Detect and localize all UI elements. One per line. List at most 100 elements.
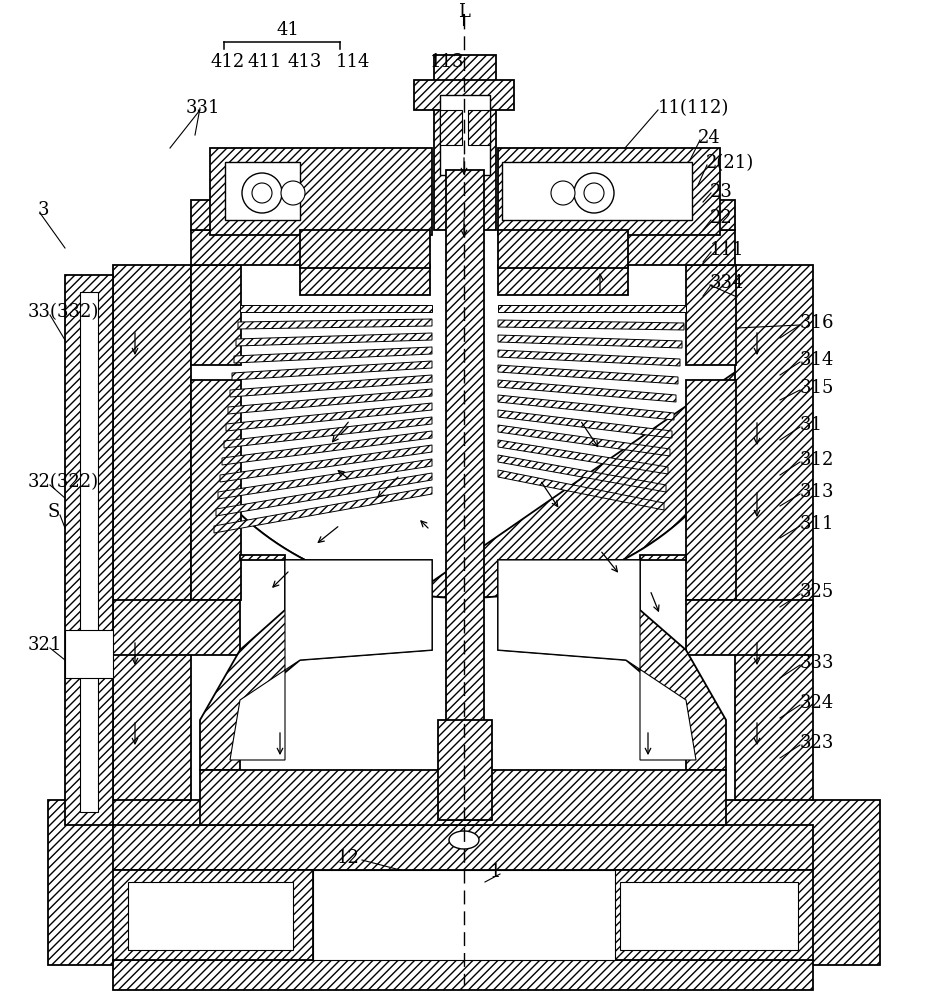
Text: 1: 1 — [489, 863, 502, 881]
Polygon shape — [498, 425, 669, 456]
Text: 412: 412 — [210, 53, 245, 71]
Circle shape — [574, 173, 614, 213]
Text: 23: 23 — [709, 183, 732, 201]
Ellipse shape — [449, 831, 478, 849]
Text: 114: 114 — [336, 53, 370, 71]
Text: 312: 312 — [799, 451, 833, 469]
Polygon shape — [200, 555, 432, 770]
Circle shape — [281, 181, 305, 205]
Polygon shape — [234, 347, 432, 363]
Polygon shape — [223, 417, 432, 448]
Polygon shape — [191, 265, 241, 365]
Polygon shape — [228, 389, 432, 414]
Polygon shape — [65, 630, 113, 678]
Polygon shape — [498, 395, 673, 420]
Polygon shape — [613, 230, 734, 265]
Text: 315: 315 — [799, 379, 833, 397]
Polygon shape — [230, 375, 432, 397]
Polygon shape — [446, 170, 484, 820]
Polygon shape — [191, 380, 241, 600]
Polygon shape — [498, 350, 679, 366]
Polygon shape — [613, 200, 734, 230]
Polygon shape — [498, 148, 719, 235]
Polygon shape — [439, 110, 462, 145]
Polygon shape — [128, 882, 293, 950]
Text: 314: 314 — [799, 351, 833, 369]
Polygon shape — [498, 560, 695, 760]
Text: 321: 321 — [28, 636, 62, 654]
Text: 413: 413 — [287, 53, 322, 71]
Text: 334: 334 — [709, 274, 743, 292]
Polygon shape — [65, 275, 113, 825]
Polygon shape — [685, 265, 735, 365]
Text: 311: 311 — [799, 515, 833, 533]
Polygon shape — [226, 403, 432, 431]
Text: 32(322): 32(322) — [28, 473, 99, 491]
Text: 24: 24 — [697, 129, 720, 147]
Text: 325: 325 — [799, 583, 833, 601]
Polygon shape — [224, 162, 299, 220]
Polygon shape — [502, 162, 692, 220]
Text: L: L — [458, 3, 469, 21]
Text: 41: 41 — [276, 21, 299, 39]
Text: S: S — [48, 503, 60, 521]
Circle shape — [242, 173, 282, 213]
Circle shape — [583, 183, 603, 203]
Polygon shape — [615, 870, 812, 960]
Text: 316: 316 — [799, 314, 833, 332]
Polygon shape — [498, 305, 685, 312]
Text: 324: 324 — [799, 694, 833, 712]
Polygon shape — [685, 380, 735, 600]
Polygon shape — [210, 148, 432, 235]
Polygon shape — [113, 265, 191, 800]
Text: 331: 331 — [185, 99, 221, 117]
Polygon shape — [191, 230, 312, 265]
Polygon shape — [237, 319, 432, 329]
Text: 33(332): 33(332) — [28, 303, 99, 321]
Polygon shape — [438, 720, 491, 820]
Polygon shape — [230, 560, 432, 760]
Polygon shape — [619, 882, 797, 950]
Polygon shape — [498, 265, 628, 295]
Text: 12: 12 — [337, 849, 359, 867]
Polygon shape — [498, 335, 681, 348]
Polygon shape — [498, 410, 671, 438]
Polygon shape — [467, 110, 489, 145]
Text: 11(112): 11(112) — [657, 99, 729, 117]
Polygon shape — [216, 473, 432, 516]
Polygon shape — [498, 365, 678, 384]
Text: 31: 31 — [799, 416, 822, 434]
Polygon shape — [498, 555, 725, 770]
Polygon shape — [235, 333, 432, 346]
Polygon shape — [191, 200, 312, 230]
Polygon shape — [232, 361, 432, 380]
Polygon shape — [113, 960, 812, 990]
Polygon shape — [214, 487, 432, 533]
Text: 111: 111 — [709, 241, 743, 259]
Polygon shape — [498, 230, 628, 268]
Polygon shape — [113, 600, 240, 655]
Text: 333: 333 — [799, 654, 833, 672]
Polygon shape — [498, 440, 667, 474]
Polygon shape — [299, 230, 429, 268]
Polygon shape — [218, 459, 432, 499]
Polygon shape — [498, 470, 664, 510]
Polygon shape — [498, 320, 683, 330]
Text: 2(21): 2(21) — [705, 154, 754, 172]
Polygon shape — [299, 265, 429, 295]
Polygon shape — [240, 305, 432, 312]
Polygon shape — [48, 355, 879, 965]
Circle shape — [252, 183, 272, 203]
Polygon shape — [80, 292, 98, 812]
Text: 411: 411 — [248, 53, 282, 71]
Polygon shape — [439, 95, 489, 175]
Polygon shape — [222, 431, 432, 465]
Polygon shape — [734, 265, 812, 800]
Text: 3: 3 — [38, 201, 49, 219]
Text: 22: 22 — [709, 209, 732, 227]
Polygon shape — [312, 870, 615, 960]
Polygon shape — [200, 770, 725, 825]
Polygon shape — [220, 445, 432, 482]
Polygon shape — [413, 80, 514, 110]
Polygon shape — [168, 355, 759, 800]
